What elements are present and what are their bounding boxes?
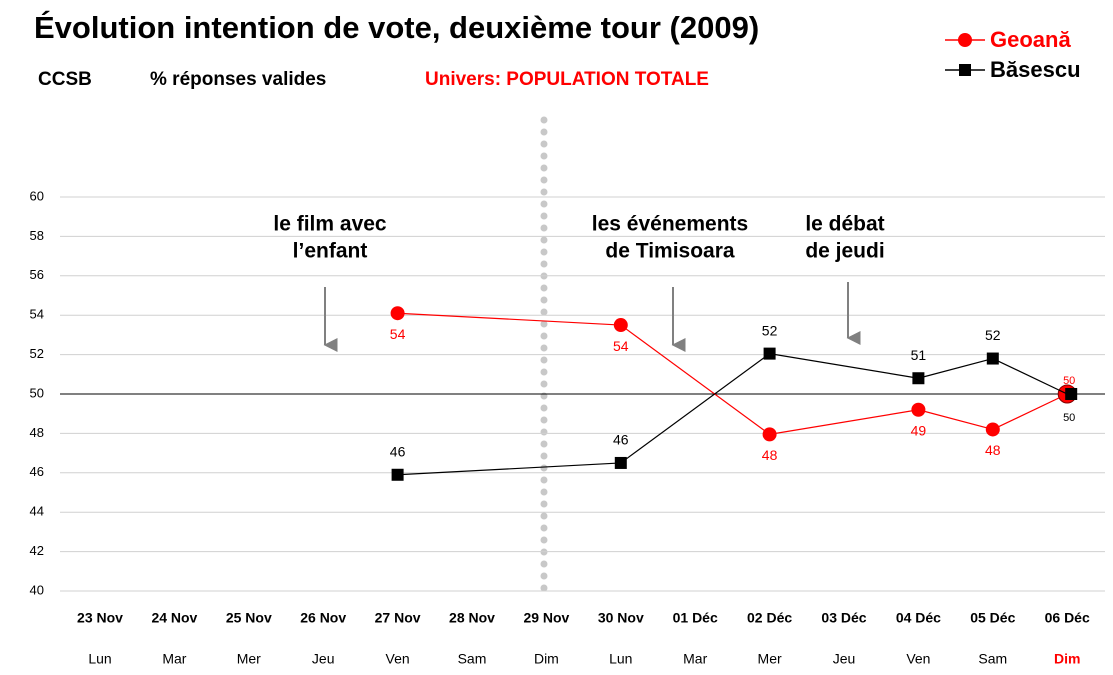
weekday-label: Mer [237, 651, 261, 667]
series-line [397, 462, 621, 476]
data-label: 50 [1063, 375, 1075, 387]
weekday-label: Jeu [833, 651, 856, 667]
y-tick-label: 56 [30, 267, 44, 282]
y-tick-label: 48 [30, 425, 44, 440]
subtitle: CCSB [38, 69, 92, 90]
marker [390, 306, 405, 321]
marker [762, 427, 777, 442]
subtitle: Univers: POPULATION TOTALE [425, 69, 709, 90]
data-label: 54 [613, 338, 629, 354]
annotation: de jeudi [805, 240, 884, 263]
y-tick-label: 58 [30, 228, 44, 243]
series-line [918, 409, 993, 431]
x-tick-label: 01 Déc [673, 610, 718, 626]
legend-marker [958, 33, 972, 47]
marker [1065, 388, 1078, 400]
annotation: les événements [592, 213, 748, 236]
series-line [992, 357, 1068, 395]
weekday-label: Jeu [312, 651, 335, 667]
x-tick-label: 03 Déc [821, 610, 866, 626]
weekday-label: Ven [906, 651, 930, 667]
subtitle: % réponses valides [150, 69, 326, 90]
data-label: 52 [762, 322, 778, 338]
data-label: 48 [985, 442, 1001, 458]
x-tick-label: 27 Nov [375, 610, 421, 626]
marker [986, 352, 999, 365]
legend-label: Geoană [990, 27, 1071, 52]
weekday-label: Lun [609, 651, 632, 667]
y-tick-label: 44 [30, 504, 44, 519]
marker [911, 402, 926, 417]
series-line [397, 312, 621, 326]
chart-title: Évolution intention de vote, deuxième to… [34, 10, 759, 45]
series-line [992, 393, 1068, 431]
series-line [769, 409, 919, 435]
weekday-label: Dim [534, 651, 559, 667]
annotation: le film avec [273, 213, 387, 236]
marker [614, 456, 627, 469]
data-label: 48 [762, 447, 778, 463]
legend-marker [959, 64, 971, 76]
data-label: 54 [390, 326, 406, 342]
marker [985, 422, 1000, 437]
y-tick-label: 52 [30, 346, 44, 361]
marker [763, 347, 776, 360]
y-tick-label: 50 [30, 385, 44, 400]
marker [613, 318, 628, 333]
weekday-label: Sam [978, 651, 1007, 667]
x-tick-label: 29 Nov [523, 610, 569, 626]
legend-label: Băsescu [990, 57, 1081, 82]
marker [912, 372, 925, 385]
x-tick-label: 06 Déc [1045, 610, 1090, 626]
x-tick-label: 28 Nov [449, 610, 495, 626]
weekday-label: Ven [386, 651, 410, 667]
weekday-label: Mar [683, 651, 707, 667]
weekday-label: Mar [162, 651, 186, 667]
x-tick-label: 25 Nov [226, 610, 272, 626]
data-label: 46 [390, 443, 406, 459]
data-label: 52 [985, 327, 1001, 343]
y-tick-label: 40 [30, 582, 44, 597]
annotation: l’enfant [293, 240, 368, 263]
y-tick-label: 60 [30, 188, 44, 203]
x-tick-label: 24 Nov [151, 610, 197, 626]
x-tick-label: 30 Nov [598, 610, 644, 626]
y-tick-label: 54 [30, 307, 44, 322]
x-tick-label: 26 Nov [300, 610, 346, 626]
annotation: le débat [805, 213, 884, 236]
x-tick-label: 05 Déc [970, 610, 1015, 626]
x-tick-label: 23 Nov [77, 610, 123, 626]
weekday-label: Lun [88, 651, 111, 667]
series-line [769, 353, 919, 379]
data-label: 46 [613, 432, 629, 448]
y-tick-label: 46 [30, 464, 44, 479]
weekday-label: Dim [1054, 651, 1080, 667]
series-line [620, 324, 770, 435]
y-tick-label: 42 [30, 543, 44, 558]
data-label: 51 [911, 347, 927, 363]
annotation: de Timisoara [605, 240, 734, 263]
series-line [918, 357, 993, 379]
series-line [620, 353, 770, 464]
data-label: 50 [1063, 412, 1075, 424]
x-tick-label: 04 Déc [896, 610, 941, 626]
data-label: 49 [911, 422, 927, 438]
marker [391, 468, 404, 481]
weekday-label: Mer [758, 651, 782, 667]
x-tick-label: 02 Déc [747, 610, 792, 626]
weekday-label: Sam [458, 651, 487, 667]
